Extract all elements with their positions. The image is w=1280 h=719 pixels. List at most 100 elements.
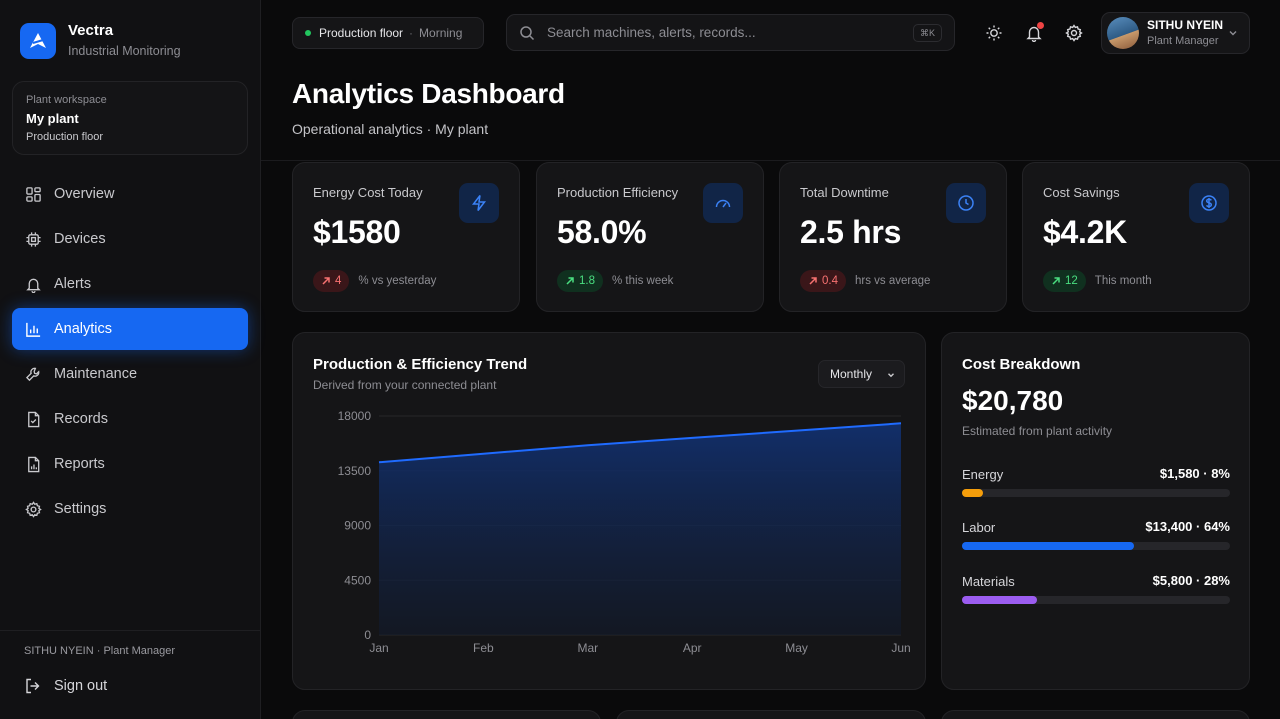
search-shortcut: ⌘K (912, 24, 942, 42)
bottom-card (292, 710, 601, 719)
cost-row-energy: Energy $1,580 · 8% (962, 466, 1230, 497)
change-value: 4 (335, 275, 342, 287)
sidebar-item-settings[interactable]: Settings (12, 488, 248, 530)
sidebar-item-reports[interactable]: Reports (12, 443, 248, 485)
sidebar-user: SITHU NYEIN · Plant Manager (24, 645, 175, 657)
file-chart-icon (28, 456, 40, 472)
location-separator: · (409, 26, 414, 40)
series-line (378, 422, 902, 464)
shift-label: Morning (419, 26, 463, 40)
cost-subtitle: Estimated from plant activity (962, 424, 1113, 438)
sidebar-item-label: Devices (54, 231, 106, 247)
search-icon (520, 25, 535, 40)
kpi-label: Production Efficiency (557, 185, 679, 200)
change-badge: 1.8 (557, 270, 603, 292)
brand-name: Vectra (68, 22, 114, 39)
cost-row-labor: Labor $13,400 · 64% (962, 519, 1230, 550)
change-label: This month (1094, 275, 1152, 287)
workspace-floor: Production floor (26, 131, 104, 143)
cost-bar-track (962, 542, 1230, 550)
workspace-label: Plant workspace (26, 94, 107, 106)
y-tick-label: 13500 (338, 464, 372, 478)
y-tick-label: 9000 (344, 519, 371, 533)
chevron-down-icon (888, 373, 894, 378)
period-select-value: Monthly (830, 367, 873, 381)
theme-toggle-button[interactable] (982, 21, 1006, 45)
page-subtitle: Operational analytics · My plant (292, 121, 489, 137)
chip-icon (26, 231, 41, 247)
status-dot (305, 30, 311, 36)
arrow-up-right-icon (566, 277, 574, 285)
sidebar-item-records[interactable]: Records (12, 398, 248, 440)
change-value: 0.4 (822, 275, 838, 287)
search-input[interactable] (547, 25, 907, 40)
settings-button[interactable] (1062, 21, 1086, 45)
change-value: 12 (1065, 275, 1078, 287)
sidebar-item-label: Settings (54, 501, 107, 517)
cost-bar-track (962, 489, 1230, 497)
sidebar-footer: SITHU NYEIN · Plant Manager Sign out (0, 630, 261, 709)
x-tick-label: Jun (891, 641, 910, 655)
cost-bar-fill (962, 489, 984, 497)
kpi-icon-container (1189, 183, 1229, 223)
file-check-icon (28, 411, 40, 427)
sidebar-item-overview[interactable]: Overview (12, 173, 248, 215)
brand[interactable]: Vectra Industrial Monitoring (20, 22, 181, 60)
bottom-card (616, 710, 926, 719)
cost-row-materials: Materials $5,800 · 28% (962, 573, 1230, 604)
gear-icon (25, 500, 42, 518)
change-label: % this week (612, 275, 674, 287)
series-area (379, 423, 901, 635)
kpi-card-production-efficiency[interactable]: Production Efficiency 58.0% 1.8 % this w… (536, 162, 764, 312)
x-tick-label: Jan (369, 641, 388, 655)
user-menu[interactable]: SITHU NYEIN Plant Manager (1101, 12, 1250, 54)
notifications-button[interactable] (1022, 21, 1046, 45)
x-tick-label: Feb (473, 641, 494, 655)
cost-bar-fill (962, 596, 1038, 604)
trend-chart: 0 4500 9000 13500 18000 Jan Feb Mar Apr May Jun (338, 409, 911, 655)
cost-title: Cost Breakdown (962, 356, 1081, 373)
bell-icon (26, 278, 41, 293)
sidebar-item-maintenance[interactable]: Maintenance (12, 353, 248, 395)
sidebar: Vectra Industrial Monitoring Plant works… (0, 0, 261, 719)
sidebar-item-alerts[interactable]: Alerts (12, 263, 248, 305)
change-value: 1.8 (579, 275, 595, 287)
dollar-circle-icon (1201, 195, 1217, 211)
chart-subtitle: Derived from your connected plant (313, 378, 497, 392)
search-bar[interactable]: ⌘K (506, 14, 955, 51)
change-badge: 4 (313, 270, 350, 292)
workspace-switcher[interactable]: Plant workspace My plant Production floo… (12, 81, 248, 155)
sidebar-item-analytics[interactable]: Analytics (12, 308, 248, 350)
location-pill[interactable]: Production floor · Morning (292, 17, 484, 49)
kpi-card-total-downtime[interactable]: Total Downtime 2.5 hrs 0.4 hrs vs averag… (779, 162, 1007, 312)
sidebar-item-label: Alerts (54, 276, 92, 292)
grid-icon (26, 186, 41, 202)
x-tick-label: May (785, 641, 808, 655)
bar-chart-icon (26, 322, 41, 337)
avatar (1107, 17, 1139, 49)
trend-chart-card: Production & Efficiency Trend Derived fr… (292, 332, 926, 690)
bell-icon (1026, 26, 1042, 42)
sidebar-item-label: Maintenance (54, 366, 138, 382)
x-tick-label: Apr (683, 641, 702, 655)
kpi-card-energy-cost[interactable]: Energy Cost Today $1580 4 % vs yesterday (292, 162, 520, 312)
chart-title: Production & Efficiency Trend (313, 356, 528, 373)
header-divider (261, 160, 1280, 161)
cost-row-label: Energy (962, 467, 1004, 482)
y-tick-label: 18000 (338, 409, 372, 423)
lightning-icon (471, 195, 487, 211)
cost-total: $20,780 (962, 385, 1064, 416)
arrow-up-right-icon (322, 277, 330, 285)
period-select[interactable]: Monthly (818, 360, 905, 388)
change-label: % vs yesterday (358, 275, 437, 287)
kpi-card-cost-savings[interactable]: Cost Savings $4.2K 12 This month (1022, 162, 1250, 312)
kpi-value: $4.2K (1043, 214, 1127, 250)
cost-row-label: Materials (962, 574, 1015, 589)
sidebar-item-devices[interactable]: Devices (12, 218, 248, 260)
user-name: SITHU NYEIN (1147, 18, 1224, 32)
kpi-value: $1580 (313, 214, 401, 250)
sidebar-item-label: Analytics (54, 321, 113, 337)
sign-out-button[interactable]: Sign out (24, 677, 237, 695)
cost-breakdown-card: Cost Breakdown $20,780 Estimated from pl… (941, 332, 1250, 690)
sign-out-icon (26, 678, 40, 694)
